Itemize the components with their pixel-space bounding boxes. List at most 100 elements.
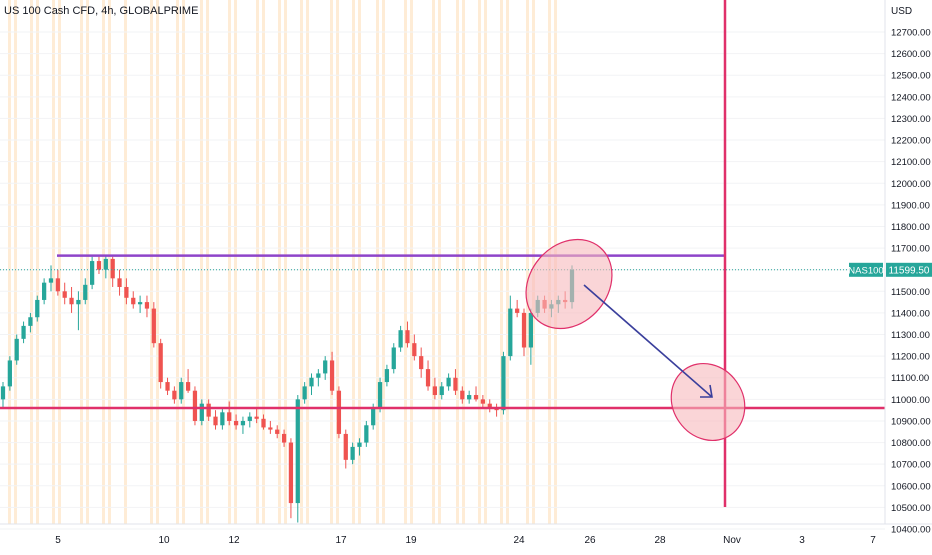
candle[interactable] [137,295,143,313]
candle[interactable] [7,356,12,391]
candle[interactable] [494,403,499,417]
candle[interactable] [240,416,246,434]
candle[interactable] [336,386,342,439]
symbol-tag-text: NAS100 [848,265,883,276]
candle[interactable] [199,399,204,426]
candle[interactable] [247,412,252,428]
candle[interactable] [377,377,383,413]
candle-body [357,442,362,447]
candle[interactable] [69,286,74,313]
candle[interactable] [103,254,108,279]
candle[interactable] [42,278,47,305]
session-band [432,0,435,524]
candle[interactable] [192,386,198,426]
candle[interactable] [432,377,438,400]
session-band [124,0,127,524]
candle[interactable] [412,334,417,361]
candle[interactable] [446,373,451,391]
candle[interactable] [398,325,403,352]
candle-body [405,330,410,344]
candle[interactable] [83,278,88,305]
candle[interactable] [117,269,122,296]
x-axis-ticks: 5 10 12 17 19 24 26 28 Nov 3 7 [55,535,876,546]
candle-body [398,330,403,348]
candle[interactable] [14,334,19,365]
session-band [382,0,385,524]
candle[interactable] [0,382,6,408]
candle[interactable] [89,256,95,290]
candle[interactable] [233,414,239,430]
candle[interactable] [21,321,26,344]
candle[interactable] [357,438,362,456]
candle[interactable] [28,312,33,333]
drawings[interactable] [0,0,885,507]
trend-arrow-head [700,384,713,398]
candle[interactable] [295,395,300,523]
x-tick-label: 7 [870,535,876,546]
highlight-ellipse-bottom[interactable] [656,349,759,455]
candle[interactable] [206,399,211,421]
y-tick-label: 10900.00 [891,416,931,427]
candle[interactable] [316,369,321,387]
candle[interactable] [480,395,486,408]
candle[interactable] [343,429,348,469]
candle[interactable] [309,373,314,396]
candle[interactable] [110,256,115,287]
candle-body [323,360,328,374]
candle-body [419,356,424,370]
candle-body [158,343,163,383]
candle[interactable] [213,410,218,430]
candle[interactable] [288,438,294,519]
candle[interactable] [172,386,177,404]
candle[interactable] [96,256,102,275]
candle[interactable] [179,377,184,404]
candle[interactable] [62,282,67,305]
trend-arrow[interactable] [583,284,713,398]
candle[interactable] [487,399,492,413]
candle[interactable] [131,291,136,309]
candle[interactable] [227,401,232,426]
candle-body [254,416,259,419]
candle[interactable] [254,407,259,424]
candle[interactable] [528,308,533,365]
candle[interactable] [508,295,513,361]
candle[interactable] [124,278,129,305]
candle[interactable] [275,425,280,439]
candle[interactable] [329,351,335,396]
candle[interactable] [350,442,355,465]
candle[interactable] [76,291,81,331]
candle[interactable] [185,369,191,393]
candle[interactable] [425,360,431,391]
candle[interactable] [460,386,465,404]
candle[interactable] [501,351,506,415]
candle[interactable] [323,356,328,380]
candle[interactable] [281,429,287,447]
y-tick-label: 12500.00 [891,71,931,82]
candle[interactable] [384,364,390,387]
candle[interactable] [144,295,150,318]
candle[interactable] [151,302,156,348]
candle[interactable] [521,308,527,357]
candle[interactable] [261,414,266,430]
candle-body [96,261,102,270]
candle[interactable] [364,420,369,447]
candle[interactable] [165,377,170,396]
candle[interactable] [453,369,458,396]
candle-body [412,343,417,357]
candle[interactable] [35,295,40,322]
candle[interactable] [268,420,273,434]
candle[interactable] [439,382,444,400]
candle[interactable] [419,347,424,378]
candle[interactable] [302,382,307,404]
candle[interactable] [158,338,163,389]
candle[interactable] [220,407,225,430]
candle[interactable] [48,265,54,292]
candle[interactable] [405,321,410,348]
candle[interactable] [473,386,479,402]
highlight-ellipse-top[interactable] [508,222,629,346]
candle[interactable] [391,343,396,374]
candle[interactable] [515,299,520,318]
candle[interactable] [467,390,472,404]
candle[interactable] [55,269,60,296]
